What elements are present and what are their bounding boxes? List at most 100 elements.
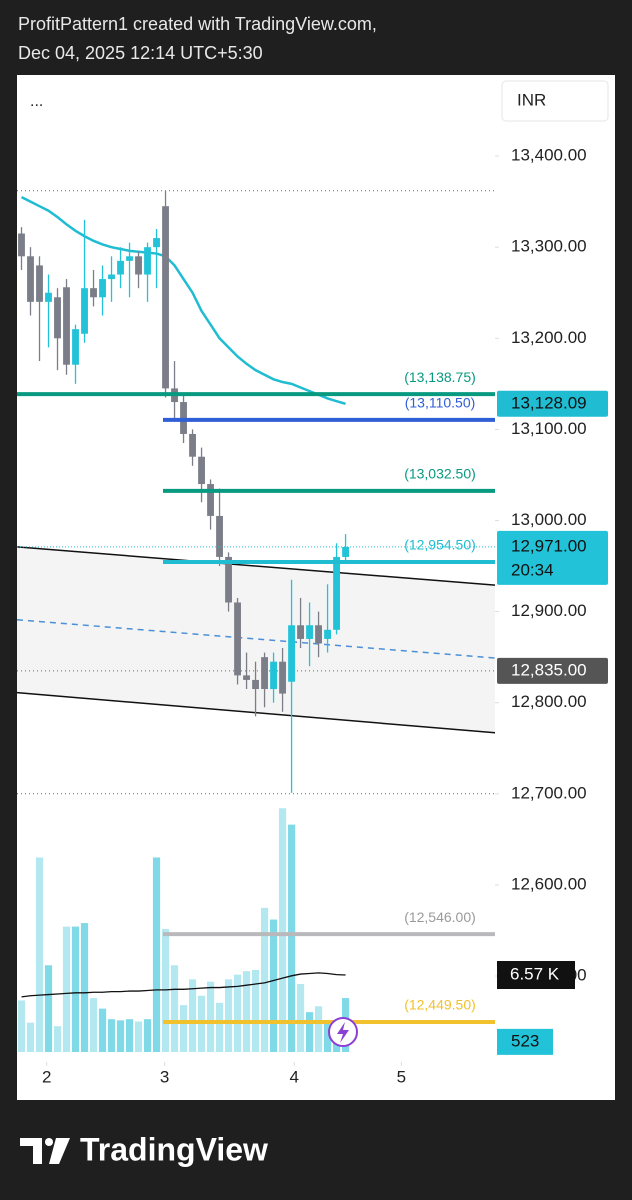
header-line: Dec 04, 2025 12:14 UTC+5:30 bbox=[18, 43, 263, 63]
candle-body bbox=[18, 233, 25, 257]
candle-body bbox=[198, 456, 205, 485]
volume-bar bbox=[215, 1002, 224, 1052]
candle-body bbox=[252, 679, 259, 690]
candle-body bbox=[189, 433, 196, 457]
volume-bar bbox=[224, 979, 233, 1052]
volume-bar bbox=[296, 984, 305, 1052]
current-price-box bbox=[497, 530, 608, 585]
chart: (13,138.75) (13,110.50) (13,032.50) (12,954… bbox=[16, 75, 615, 1167]
volume-current-box bbox=[497, 1028, 553, 1055]
volume-bar bbox=[305, 1012, 314, 1052]
candle-body bbox=[135, 256, 142, 275]
y-tick-label: 12,800.00 bbox=[511, 692, 587, 711]
level-label: (13,138.75) bbox=[404, 369, 476, 385]
volume-ma-box bbox=[497, 960, 575, 989]
currency-button[interactable] bbox=[501, 80, 609, 122]
volume-bar bbox=[53, 1026, 62, 1052]
volume-bar bbox=[80, 923, 89, 1052]
y-tick-label: 12,700.00 bbox=[511, 783, 587, 802]
level-label: (12,449.50) bbox=[404, 997, 476, 1013]
candle-body bbox=[297, 625, 304, 639]
candle-body bbox=[315, 625, 322, 644]
marker-price-label: 12,835.00 bbox=[511, 660, 587, 679]
candle-body bbox=[306, 625, 313, 639]
marker-price-box bbox=[497, 657, 608, 684]
y-tick-label: 13,200.00 bbox=[511, 328, 587, 347]
volume-bar bbox=[26, 1022, 35, 1052]
candle-body bbox=[63, 287, 70, 365]
volume-bar bbox=[134, 1021, 143, 1052]
volume-bar bbox=[179, 1005, 188, 1052]
volume-bar bbox=[260, 907, 269, 1052]
candle-body bbox=[117, 260, 124, 275]
volume-bar bbox=[98, 1008, 107, 1052]
candle-body bbox=[99, 279, 106, 298]
brand-name: TradingView bbox=[80, 1131, 268, 1167]
volume-bar bbox=[269, 919, 278, 1052]
candle-body bbox=[126, 256, 133, 261]
currency-label: INR bbox=[517, 90, 546, 109]
candle-body bbox=[261, 657, 268, 690]
candle-body bbox=[27, 256, 34, 302]
candle-body bbox=[207, 484, 214, 516]
candle-body bbox=[144, 247, 151, 275]
candle-body bbox=[72, 329, 79, 365]
x-tick-label: 5 bbox=[397, 1067, 406, 1086]
candle-body bbox=[333, 556, 340, 630]
volume-bar bbox=[206, 981, 215, 1052]
volume-bar bbox=[116, 1020, 125, 1052]
candle-body bbox=[225, 556, 232, 603]
volume-bar bbox=[314, 1006, 323, 1052]
volume-bar bbox=[251, 969, 260, 1052]
candle-body bbox=[279, 661, 286, 694]
volume-bar bbox=[278, 808, 287, 1052]
candle-body bbox=[108, 274, 115, 280]
volume-bar bbox=[188, 979, 197, 1052]
volume-bar bbox=[152, 857, 161, 1052]
countdown-label: 20:34 bbox=[511, 560, 554, 579]
y-tick-label: 13,300.00 bbox=[511, 237, 587, 256]
channel-line bbox=[16, 619, 496, 659]
volume-bar bbox=[107, 1019, 116, 1052]
y-tick-label: 12,900.00 bbox=[511, 601, 587, 620]
y-tick-label: 13,000.00 bbox=[511, 510, 587, 529]
candle-body bbox=[54, 297, 61, 339]
candle-body bbox=[45, 292, 52, 302]
volume-ma-label: 6.57 K bbox=[510, 964, 560, 983]
candle-body bbox=[36, 265, 43, 302]
candle-body bbox=[342, 546, 349, 557]
x-tick-label: 3 bbox=[160, 1067, 169, 1086]
moving-average bbox=[20, 195, 346, 405]
candle-body bbox=[243, 675, 250, 680]
candle-body bbox=[162, 206, 169, 389]
volume-bar bbox=[242, 971, 251, 1052]
menu-button[interactable]: ... bbox=[30, 93, 43, 110]
y-tick-label: 13,400.00 bbox=[511, 146, 587, 165]
level-label: (13,110.50) bbox=[405, 395, 476, 411]
volume-bar bbox=[323, 1022, 332, 1052]
volume-bar bbox=[62, 926, 71, 1052]
x-tick-label: 2 bbox=[42, 1067, 51, 1086]
y-tick-label: 12,600.00 bbox=[511, 874, 587, 893]
candle-body bbox=[324, 629, 331, 639]
ma-price-box bbox=[497, 390, 608, 417]
lightning-icon bbox=[328, 1017, 358, 1047]
volume-bar bbox=[287, 824, 296, 1052]
candle-body bbox=[270, 661, 277, 690]
volume-bar bbox=[17, 1000, 26, 1052]
candle-body bbox=[81, 288, 88, 334]
volume-bar bbox=[71, 926, 80, 1052]
header-line: ProfitPattern1 created with TradingView.… bbox=[18, 14, 377, 34]
channel-fill bbox=[17, 546, 495, 733]
y-tick-label: 13,100.00 bbox=[511, 419, 587, 438]
volume-bar bbox=[233, 974, 242, 1052]
volume-bar bbox=[170, 965, 179, 1052]
level-label: (12,546.00) bbox=[404, 909, 476, 925]
volume-ma bbox=[21, 972, 346, 998]
volume-bar bbox=[44, 965, 53, 1052]
candle-body bbox=[288, 625, 295, 682]
channel-line bbox=[16, 546, 496, 586]
candle-body bbox=[234, 602, 241, 676]
candle-body bbox=[90, 288, 97, 298]
